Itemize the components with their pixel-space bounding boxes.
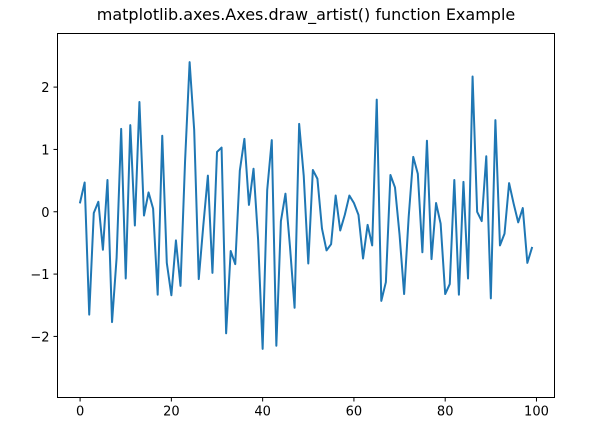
x-tick-label: 100 [524, 405, 549, 420]
x-tick-label: 80 [437, 405, 454, 420]
y-tick-label: −2 [30, 330, 49, 345]
series-line-0 [78, 61, 534, 350]
x-tick-label: 60 [346, 405, 363, 420]
y-tick-label: 0 [41, 206, 49, 221]
y-tick-label: 2 [41, 81, 49, 96]
x-tick-label: 0 [76, 405, 84, 420]
chart-title: matplotlib.axes.Axes.draw_artist() funct… [97, 5, 515, 25]
y-axis: −2 −1 0 1 2 [30, 81, 58, 345]
plot-area [78, 61, 534, 350]
x-tick-label: 40 [254, 405, 271, 420]
y-tick-label: −1 [30, 268, 49, 283]
y-tick-label: 1 [41, 143, 49, 158]
x-tick-label: 20 [163, 405, 180, 420]
x-axis: 0 20 40 60 80 100 [76, 397, 549, 420]
axes-frame [57, 33, 555, 398]
